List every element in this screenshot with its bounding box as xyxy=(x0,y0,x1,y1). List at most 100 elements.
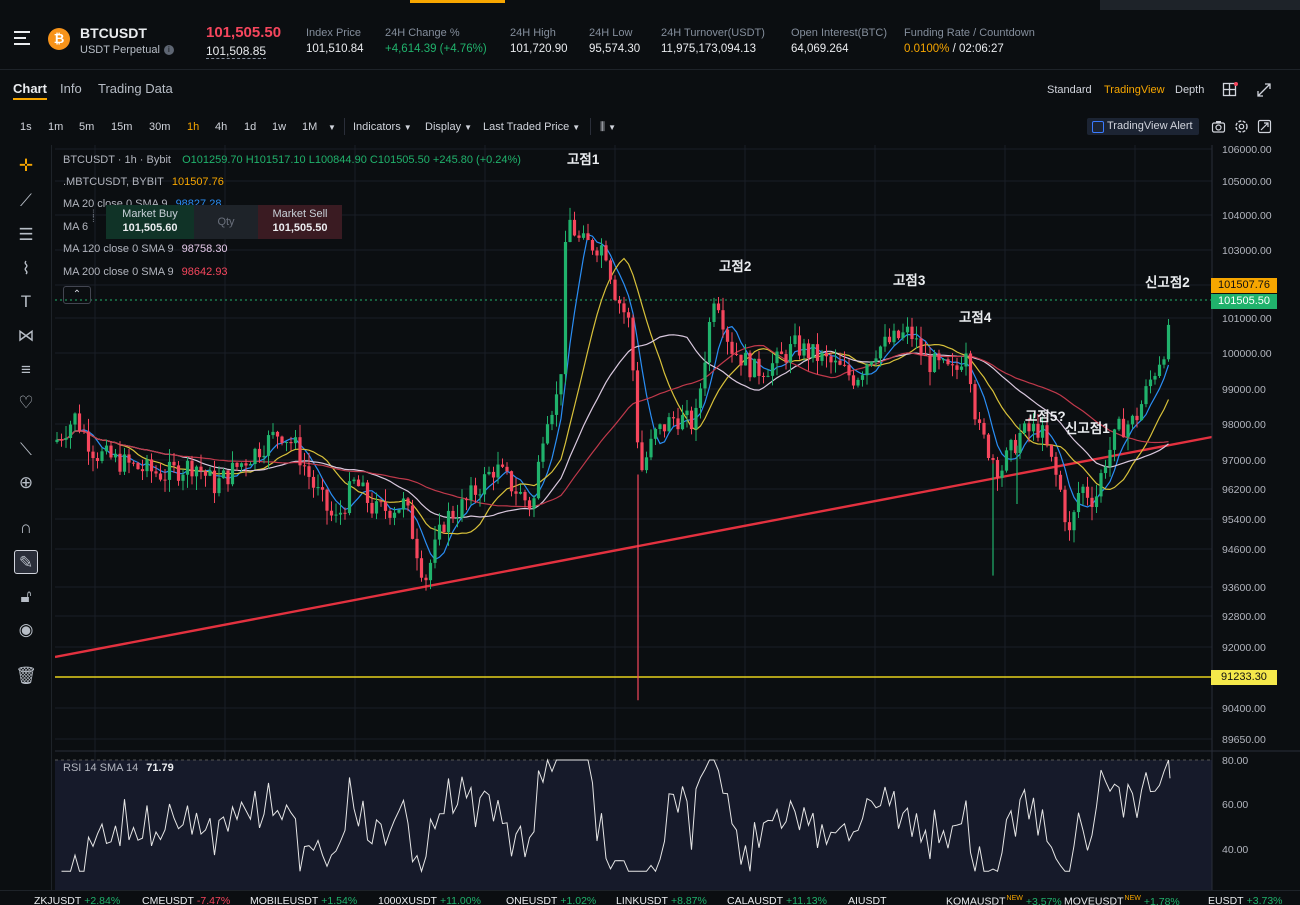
candle xyxy=(712,297,716,328)
hamburger-menu-icon[interactable] xyxy=(14,31,30,45)
indicators-button[interactable]: Indicators ▼ xyxy=(353,121,412,133)
ticker-item[interactable]: ONEUSDT +1.02% xyxy=(506,895,596,905)
candle xyxy=(577,230,581,242)
layout-grid-icon[interactable] xyxy=(1222,82,1238,98)
qty-input[interactable]: Qty xyxy=(194,205,258,239)
ticker-item[interactable]: MOVEUSDTNEW +1.78% xyxy=(1064,895,1180,905)
candle xyxy=(118,441,122,476)
zoom-in-icon[interactable]: ⊕ xyxy=(18,473,34,492)
timeframe-15m[interactable]: 15m xyxy=(111,121,133,133)
candle xyxy=(1067,511,1072,541)
ticker-item[interactable]: CALAUSDT +11.13% xyxy=(727,895,827,905)
ticker-item[interactable]: MOBILEUSDT +1.54% xyxy=(250,895,357,905)
view-standard[interactable]: Standard xyxy=(1047,84,1092,96)
timeframe-1w[interactable]: 1w xyxy=(272,121,287,133)
ticker-change: +3.73% xyxy=(1246,895,1283,905)
magnet-icon[interactable]: ∩ xyxy=(19,518,33,537)
timeframe-more-icon[interactable]: ▼ xyxy=(328,123,336,132)
price-axis-label: 89650.00 xyxy=(1222,734,1266,746)
annotation-label[interactable]: 고점4 xyxy=(959,309,992,325)
market-sell-button[interactable]: Market Sell 101,505.50 xyxy=(258,205,342,239)
mark-price[interactable]: 101,508.85 xyxy=(206,44,267,59)
info-icon[interactable]: i xyxy=(163,45,174,56)
display-button[interactable]: Display ▼ xyxy=(425,121,472,133)
candle xyxy=(586,223,590,241)
timeframe-1m[interactable]: 1m xyxy=(48,121,64,133)
timeframe-1h[interactable]: 1h xyxy=(187,121,200,133)
chart-type-button[interactable]: ⫼ ▼ xyxy=(600,121,616,134)
ticker-item[interactable]: AIUSDT xyxy=(848,895,887,905)
candle xyxy=(248,461,253,466)
annotation-label[interactable]: 고점1 xyxy=(567,151,600,167)
heart-icon[interactable]: ♡ xyxy=(18,393,34,412)
trash-icon[interactable]: 🗑︎ xyxy=(15,666,37,685)
candle xyxy=(815,333,820,375)
ma120-line[interactable] xyxy=(56,334,1169,519)
fib-tool-icon[interactable]: ≡ xyxy=(21,360,31,379)
candle xyxy=(95,452,100,469)
tradingview-alert-button[interactable]: TradingView Alert xyxy=(1087,118,1199,135)
price-axis-label: 94600.00 xyxy=(1222,544,1266,556)
candle xyxy=(68,420,73,449)
camera-icon[interactable] xyxy=(1211,119,1226,134)
candle xyxy=(752,358,757,378)
ma20-line[interactable] xyxy=(56,233,1170,561)
annotation-label[interactable]: 고점5? xyxy=(1025,408,1066,424)
timeframe-1M[interactable]: 1M xyxy=(302,121,318,133)
view-tradingview[interactable]: TradingView xyxy=(1104,84,1165,96)
drag-handle-icon[interactable]: ⁞ ⁞ xyxy=(92,209,95,225)
ma200-line[interactable] xyxy=(56,344,1169,508)
candle xyxy=(527,496,532,517)
ticker-item[interactable]: KOMAUSDTNEW +3.57% xyxy=(946,895,1062,905)
legend-mark-label: .MBTCUSDT, BYBIT xyxy=(63,176,164,188)
trend-line-icon[interactable]: ⟋ xyxy=(20,191,32,210)
view-depth[interactable]: Depth xyxy=(1175,84,1205,96)
timeframe-30m[interactable]: 30m xyxy=(149,121,171,133)
rsi-legend: RSI 14 SMA 14 71.79 xyxy=(63,762,174,774)
candle xyxy=(874,350,878,367)
ma60-line[interactable] xyxy=(56,257,1170,535)
ruler-icon[interactable]: ⟍ xyxy=(20,440,32,459)
pattern-icon[interactable]: ⋈ xyxy=(17,326,35,345)
annotation-label[interactable]: 신고점1 xyxy=(1065,420,1110,436)
ticker-item[interactable]: ZKJUSDT +2.84% xyxy=(34,895,120,905)
annotation-label[interactable]: 고점2 xyxy=(719,258,751,274)
ticker-item[interactable]: EUSDT +3.73% xyxy=(1208,895,1283,905)
expand-chart-icon[interactable] xyxy=(1257,119,1272,134)
support-trend-line[interactable] xyxy=(55,435,1213,659)
symbol-name[interactable]: BTCUSDT xyxy=(80,25,147,41)
ticker-item[interactable]: LINKUSDT +8.87% xyxy=(616,895,707,905)
tab-chart[interactable]: Chart xyxy=(13,81,47,96)
ticker-change: +8.87% xyxy=(670,895,707,905)
timeframe-1s[interactable]: 1s xyxy=(20,121,32,133)
timeframe-1d[interactable]: 1d xyxy=(244,121,257,133)
collapse-legend-button[interactable]: ⌃ xyxy=(63,286,91,304)
candlestick-chart[interactable]: 고점1 고점2 고점3 고점4 고점5?신고점1 신고점2 106000.00 105000… xyxy=(55,145,1300,890)
brush-icon[interactable]: ⌇ xyxy=(21,259,31,278)
eye-icon[interactable]: ◉ xyxy=(18,620,34,639)
market-buy-button[interactable]: Market Buy 101,505.60 xyxy=(106,205,194,239)
fullscreen-icon[interactable] xyxy=(1256,82,1272,98)
timeframe-5m[interactable]: 5m xyxy=(79,121,95,133)
lock-drawing-icon[interactable]: ✎ xyxy=(14,550,38,574)
horizontal-lines-icon[interactable]: ☰ xyxy=(18,225,34,244)
candle xyxy=(1139,400,1144,421)
price-type-button[interactable]: Last Traded Price ▼ xyxy=(483,121,580,133)
rsi-axis-label: 60.00 xyxy=(1222,799,1248,811)
ticker-item[interactable]: 1000XUSDT +11.00% xyxy=(378,895,481,905)
sell-price: 101,505.50 xyxy=(272,222,328,234)
candle xyxy=(284,441,289,452)
text-tool-icon[interactable]: T xyxy=(20,292,32,311)
gear-icon[interactable] xyxy=(1234,119,1249,134)
ticker-item[interactable]: CMEUSDT -7.47% xyxy=(142,895,230,905)
price-axis-label: 101000.00 xyxy=(1222,313,1272,325)
candle xyxy=(937,349,941,370)
annotation-label[interactable]: 고점3 xyxy=(893,272,926,288)
timeframe-4h[interactable]: 4h xyxy=(215,121,228,133)
tab-trading-data[interactable]: Trading Data xyxy=(98,81,173,96)
annotation-label[interactable]: 신고점2 xyxy=(1145,274,1190,290)
candle xyxy=(869,361,874,367)
unlock-icon[interactable]: 🔓︎ xyxy=(20,587,32,606)
tab-info[interactable]: Info xyxy=(60,81,82,96)
crosshair-icon[interactable]: ✛ xyxy=(18,156,34,175)
